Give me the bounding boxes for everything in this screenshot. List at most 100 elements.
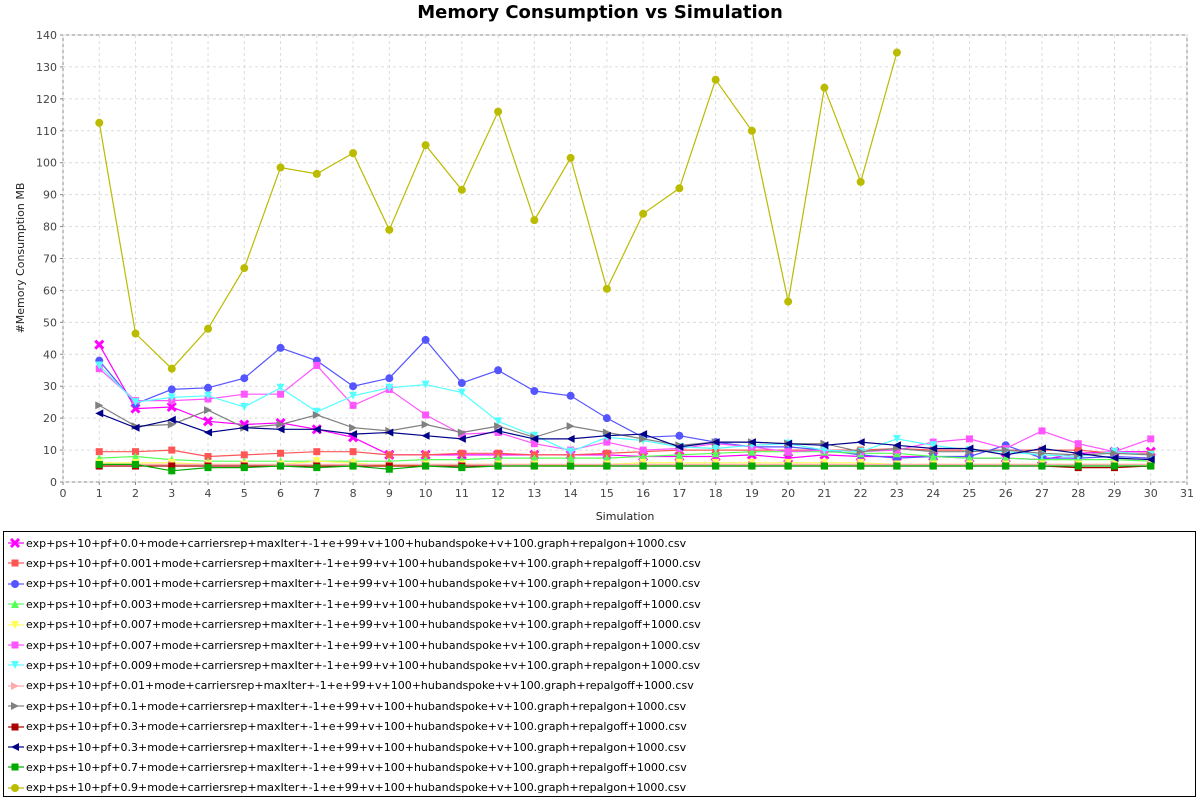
data-point xyxy=(1037,449,1046,458)
series-11 xyxy=(95,460,1155,475)
legend-entry: exp+ps+10+pf+0.0+mode+carriersrep+maxIte… xyxy=(8,533,686,553)
data-point xyxy=(204,428,213,437)
data-point xyxy=(675,450,684,459)
data-point xyxy=(929,447,938,456)
y-tick-label: 120 xyxy=(36,93,57,106)
data-point xyxy=(712,462,720,470)
legend-swatch xyxy=(8,641,24,649)
x-tick-label: 29 xyxy=(1107,487,1121,500)
x-tick-label: 12 xyxy=(491,487,505,500)
data-point xyxy=(965,447,974,456)
legend-swatch xyxy=(8,579,24,588)
data-point xyxy=(94,339,105,350)
chart-legend: exp+ps+10+pf+0.0+mode+carriersrep+maxIte… xyxy=(3,531,1196,797)
y-tick-label: 70 xyxy=(43,253,57,266)
legend-marker xyxy=(11,641,19,649)
x-tick-label: 21 xyxy=(817,487,831,500)
legend-marker xyxy=(11,723,19,731)
data-point xyxy=(1146,450,1155,459)
data-point xyxy=(204,452,212,460)
y-axis-label: #Memory Consumption MB xyxy=(14,183,27,334)
data-point xyxy=(494,449,502,457)
x-tick-label: 9 xyxy=(386,487,393,500)
legend-entry: exp+ps+10+pf+0.1+mode+carriersrep+maxIte… xyxy=(8,696,686,716)
data-point xyxy=(965,462,973,470)
data-point xyxy=(167,420,176,429)
data-point xyxy=(602,431,611,440)
data-point xyxy=(168,462,176,470)
data-point xyxy=(349,401,357,409)
x-tick-label: 6 xyxy=(277,487,284,500)
data-point xyxy=(965,454,974,463)
data-point xyxy=(204,383,213,392)
data-point xyxy=(639,434,648,443)
data-point xyxy=(566,454,575,463)
data-point xyxy=(530,440,538,448)
data-point xyxy=(675,184,684,193)
legend-label: exp+ps+10+pf+0.001+mode+carriersrep+maxI… xyxy=(26,577,701,591)
data-point xyxy=(784,439,793,448)
y-tick-label: 50 xyxy=(43,316,57,329)
x-tick-label: 5 xyxy=(241,487,248,500)
data-point xyxy=(747,447,756,456)
x-tick-label: 8 xyxy=(350,487,357,500)
data-point xyxy=(167,393,176,402)
data-point xyxy=(204,391,213,400)
series-line xyxy=(98,364,1151,453)
data-point xyxy=(95,448,103,456)
data-point xyxy=(421,335,430,344)
legend-entry: exp+ps+10+pf+0.3+mode+carriersrep+maxIte… xyxy=(8,737,686,757)
x-tick-label: 4 xyxy=(205,487,212,500)
legend-marker xyxy=(11,743,19,751)
x-tick-label: 22 xyxy=(854,487,868,500)
y-tick-label: 30 xyxy=(43,380,57,393)
data-point xyxy=(929,441,938,450)
series-line xyxy=(98,365,1151,458)
x-tick-label: 0 xyxy=(60,487,67,500)
legend-label: exp+ps+10+pf+0.3+mode+carriersrep+maxIte… xyxy=(26,740,687,754)
data-point xyxy=(567,462,575,470)
x-tick-label: 26 xyxy=(999,487,1013,500)
data-point xyxy=(494,366,503,375)
data-point xyxy=(132,460,140,468)
data-point xyxy=(893,462,901,470)
data-point xyxy=(1074,446,1082,454)
legend-label: exp+ps+10+pf+0.007+mode+carriersrep+maxI… xyxy=(26,638,701,652)
legend-label: exp+ps+10+pf+0.001+mode+carriersrep+maxI… xyxy=(26,556,701,570)
legend-marker xyxy=(11,600,19,609)
data-point xyxy=(132,448,140,456)
data-point xyxy=(349,448,357,456)
data-point xyxy=(95,401,104,410)
data-point xyxy=(385,374,394,383)
x-tick-label: 24 xyxy=(926,487,940,500)
grid-lines xyxy=(62,34,1188,483)
data-point xyxy=(313,448,321,456)
legend-swatch xyxy=(8,702,24,711)
x-tick-label: 28 xyxy=(1071,487,1085,500)
data-point xyxy=(494,454,503,463)
legend-label: exp+ps+10+pf+0.0+mode+carriersrep+maxIte… xyxy=(26,536,687,550)
data-point xyxy=(1147,462,1155,470)
data-point xyxy=(639,452,648,461)
x-tick-label: 10 xyxy=(419,487,433,500)
data-point xyxy=(639,430,648,439)
data-point xyxy=(675,462,683,470)
data-point xyxy=(965,444,974,453)
data-point xyxy=(639,446,647,454)
x-tick-label: 30 xyxy=(1144,487,1158,500)
data-point xyxy=(1074,440,1082,448)
data-point xyxy=(784,448,792,456)
data-point xyxy=(747,438,756,447)
y-tick-label: 130 xyxy=(36,61,57,74)
data-point xyxy=(312,410,321,419)
data-point xyxy=(603,449,611,457)
data-point xyxy=(1038,427,1046,435)
data-point xyxy=(240,402,249,411)
data-point xyxy=(95,460,103,468)
data-point xyxy=(711,438,720,447)
legend-entry: exp+ps+10+pf+0.007+mode+carriersrep+maxI… xyxy=(8,635,700,655)
data-point xyxy=(204,464,212,472)
data-point xyxy=(1037,444,1046,453)
x-tick-label: 17 xyxy=(672,487,686,500)
data-point xyxy=(602,454,611,463)
